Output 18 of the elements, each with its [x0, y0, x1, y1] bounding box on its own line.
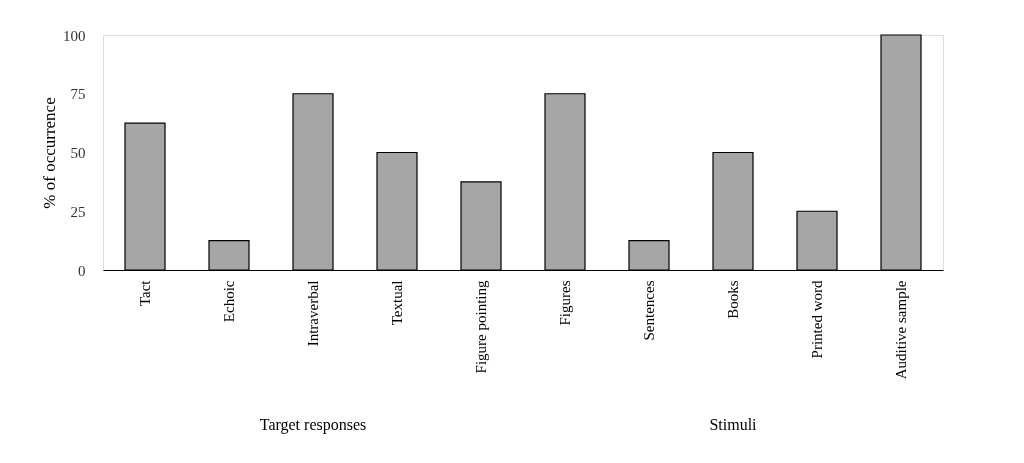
x-tick-label: Tact [137, 279, 153, 307]
x-tick-label: Textual [389, 280, 405, 326]
y-tick-label: 50 [70, 145, 86, 161]
x-tick-label: Figures [557, 280, 573, 326]
x-tick-label: Books [725, 280, 741, 319]
x-tick-label: Intraverbal [305, 280, 321, 347]
y-tick-label: 0 [78, 262, 86, 279]
y-tick-label: 25 [70, 203, 86, 220]
y-tick-label: 75 [70, 86, 86, 103]
x-tick-label: Auditive sample [893, 280, 909, 380]
y-axis-title: % of occurrence [40, 97, 59, 209]
text: Target responses [259, 416, 367, 434]
x-tick-label: Figure pointing [473, 280, 489, 374]
x-tick-label: Sentences [641, 280, 657, 341]
text: Stimuli [709, 416, 758, 433]
x-tick-label: Echoic [221, 280, 237, 323]
x-tick-label: Printed word [809, 280, 825, 359]
y-tick-label: 100 [63, 27, 86, 44]
